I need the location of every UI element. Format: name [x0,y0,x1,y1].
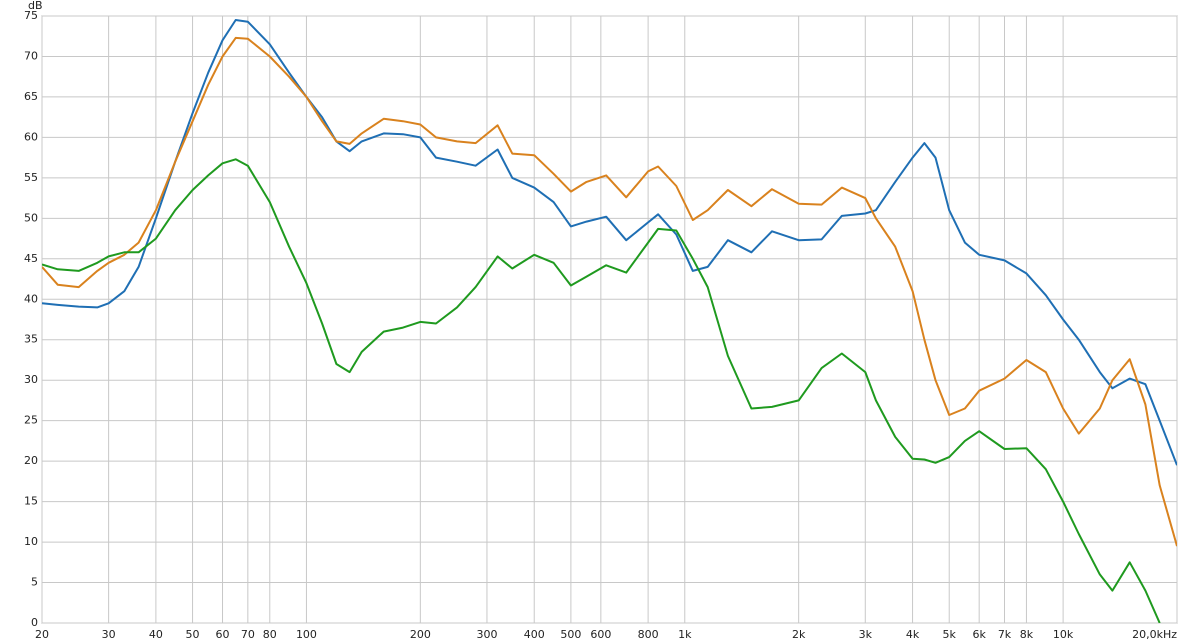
x-tick-label: 10k [1053,628,1074,641]
x-tick-label: 8k [1020,628,1034,641]
y-tick-label: 35 [24,333,38,346]
series-line [42,158,1161,623]
x-tick-label: 7k [998,628,1012,641]
x-tick-label: 800 [638,628,659,641]
y-tick-label: 60 [24,130,38,143]
x-tick-label: 40 [149,628,163,641]
y-axis-label: dB [28,0,43,12]
x-tick-label: 1k [678,628,692,641]
x-tick-label: 100 [296,628,317,641]
x-tick-label: 50 [186,628,200,641]
y-tick-label: 65 [24,90,38,103]
y-tick-label: 50 [24,211,38,224]
x-tick-label: 200 [410,628,431,641]
y-tick-label: 10 [24,535,38,548]
x-tick-label: 300 [476,628,497,641]
x-tick-label: 6k [972,628,986,641]
y-tick-label: 70 [24,49,38,62]
y-tick-label: 5 [31,576,38,589]
series-line [42,19,1177,466]
x-tick-label: 30 [102,628,116,641]
y-tick-label: 0 [31,616,38,629]
x-tick-label: 500 [560,628,581,641]
y-tick-label: 45 [24,252,38,265]
x-tick-label: 600 [590,628,611,641]
x-tick-label: 80 [263,628,277,641]
series-line [42,36,1177,547]
x-tick-label: 4k [906,628,920,641]
y-tick-label: 25 [24,414,38,427]
y-tick-label: 20 [24,454,38,467]
y-tick-label: 30 [24,373,38,386]
x-tick-label: 2k [792,628,806,641]
x-tick-label: 5k [943,628,957,641]
x-tick-label: 3k [859,628,873,641]
y-tick-label: 75 [24,9,38,22]
x-tick-label: 400 [524,628,545,641]
x-tick-label: 20 [35,628,49,641]
y-tick-label: 40 [24,292,38,305]
y-tick-label: 55 [24,171,38,184]
y-tick-label: 15 [24,495,38,508]
x-tick-label: 60 [216,628,230,641]
x-tick-label: 20,0kHz [1132,628,1177,641]
plot-area [41,15,1178,624]
x-tick-label: 70 [241,628,255,641]
